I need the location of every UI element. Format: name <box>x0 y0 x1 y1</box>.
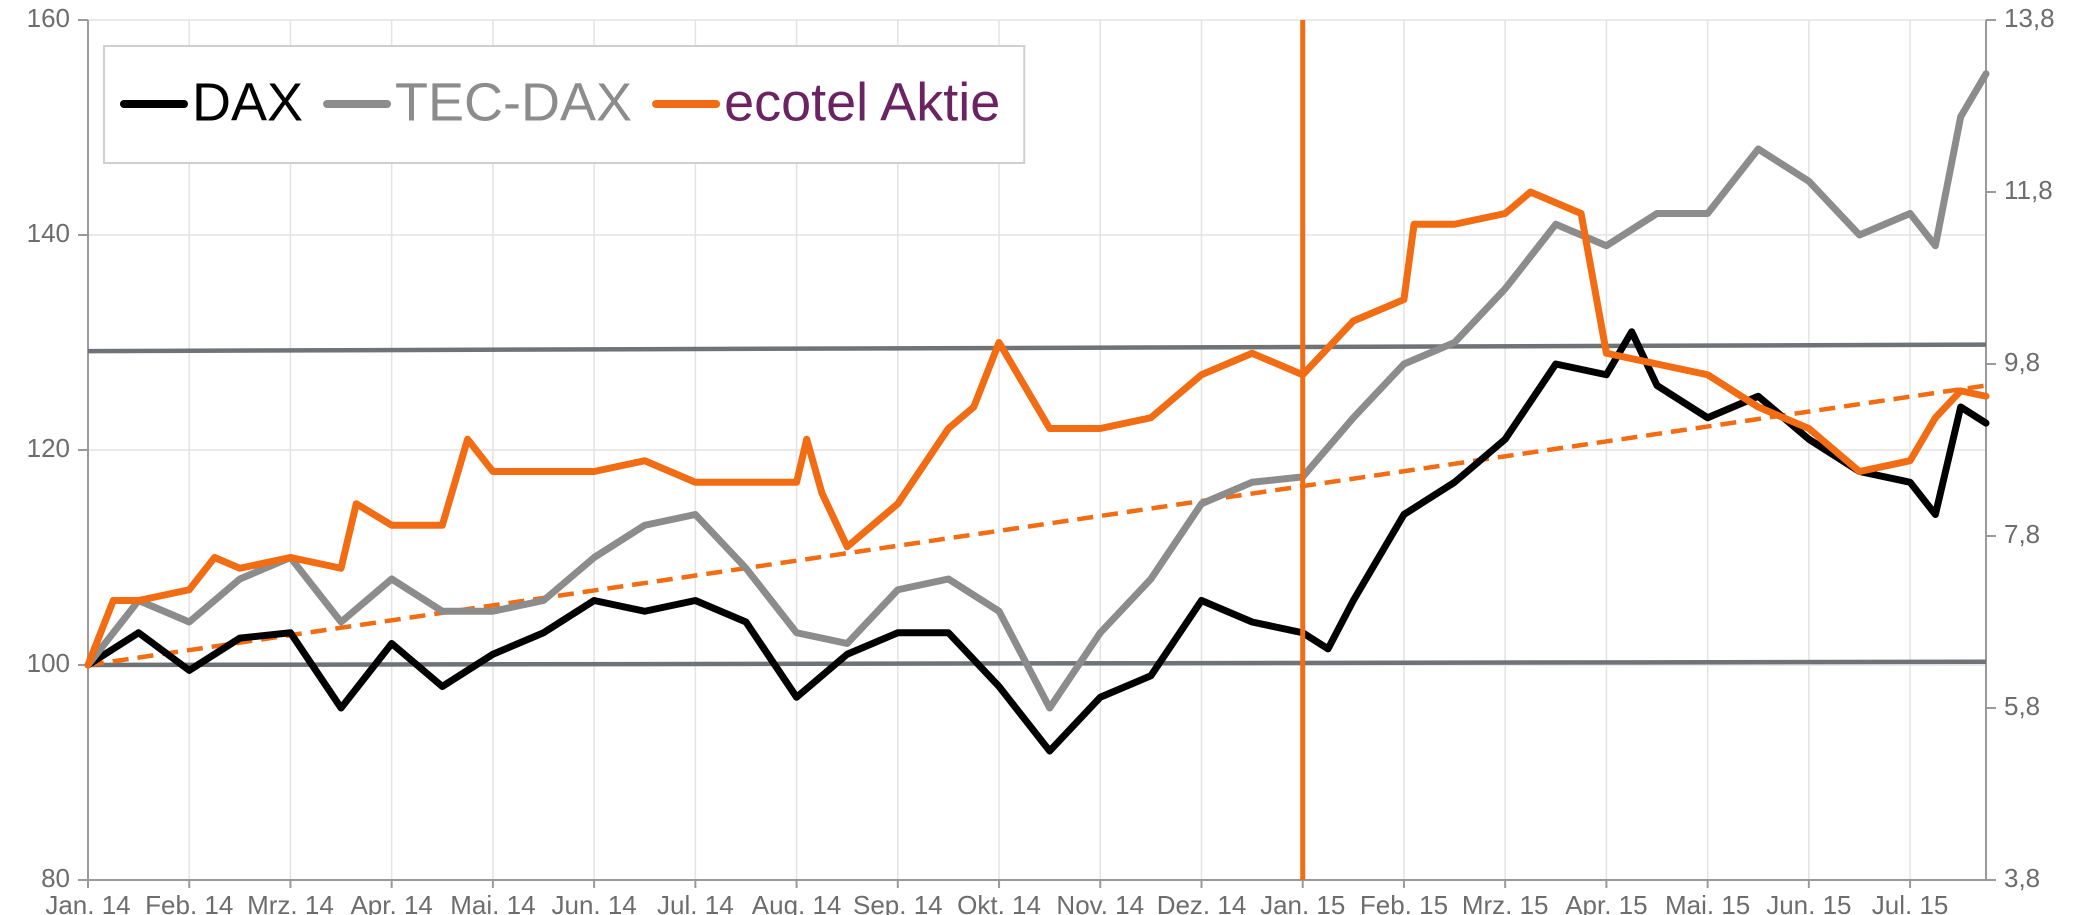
y2-tick-label: 3,8 <box>2004 863 2040 893</box>
x-tick-label: Jun. 14 <box>551 890 636 915</box>
x-tick-label: Apr. 15 <box>1565 890 1647 915</box>
legend-label: ecotel Aktie <box>724 72 1000 132</box>
y-tick-label: 80 <box>41 863 70 893</box>
x-tick-label: Mai. 14 <box>450 890 535 915</box>
x-tick-label: Feb. 15 <box>1360 890 1448 915</box>
x-tick-label: Dez. 14 <box>1157 890 1247 915</box>
legend-label: TEC-DAX <box>395 72 632 132</box>
x-tick-label: Mrz. 15 <box>1462 890 1549 915</box>
y2-tick-label: 7,8 <box>2004 519 2040 549</box>
y2-tick-label: 11,8 <box>2004 175 2053 205</box>
legend: DAX TEC-DAX ecotel Aktie <box>103 45 1026 164</box>
y-tick-label: 120 <box>27 433 70 463</box>
y-tick-label: 100 <box>27 648 70 678</box>
x-tick-label: Okt. 14 <box>957 890 1041 915</box>
x-tick-label: Feb. 14 <box>145 890 233 915</box>
x-tick-label: Nov. 14 <box>1056 890 1144 915</box>
x-tick-label: Mai. 15 <box>1665 890 1750 915</box>
x-tick-label: Mrz. 14 <box>247 890 334 915</box>
reference-line <box>87 659 1987 668</box>
y2-tick-label: 5,8 <box>2004 691 2040 721</box>
series-line <box>84 328 1990 755</box>
series-line <box>84 188 1990 669</box>
x-tick-label: Jan. 15 <box>1260 890 1345 915</box>
x-tick-label: Sep. 14 <box>853 890 943 915</box>
x-tick-label: Aug. 14 <box>752 890 842 915</box>
reference-line <box>87 383 1987 668</box>
y2-tick-label: 9,8 <box>2004 347 2040 377</box>
y2-tick-label: 13,8 <box>2004 3 2055 33</box>
x-tick-label: Jul. 14 <box>657 890 734 915</box>
reference-line <box>87 342 1987 354</box>
legend-box <box>103 45 1026 164</box>
x-tick-label: Apr. 14 <box>350 890 432 915</box>
legend-label: DAX <box>192 72 303 132</box>
y-tick-label: 160 <box>27 3 70 33</box>
x-tick-label: Jan. 14 <box>45 890 130 915</box>
x-tick-label: Jun. 15 <box>1766 890 1851 915</box>
series-line <box>84 70 1990 712</box>
x-tick-label: Jul. 15 <box>1872 890 1949 915</box>
y-tick-label: 140 <box>27 218 70 248</box>
